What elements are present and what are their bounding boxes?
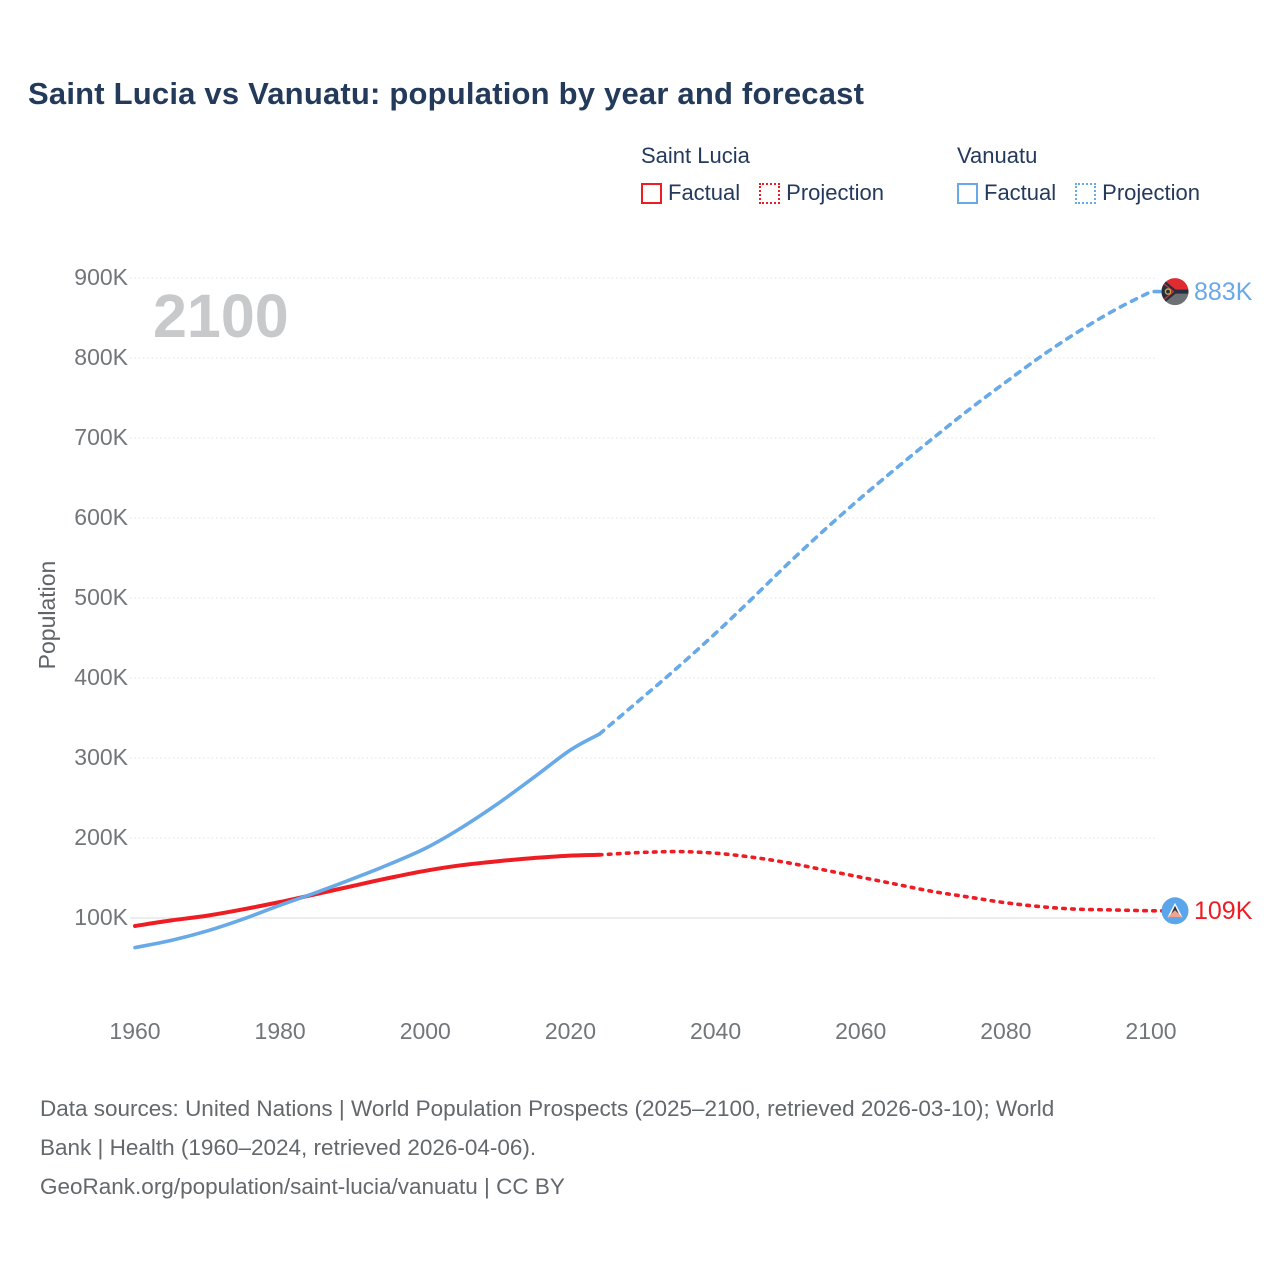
legend-item-label: Projection [1102, 180, 1200, 205]
y-tick-label: 700K [74, 424, 128, 450]
legend-row: Factual Projection [957, 180, 1200, 206]
x-tick-label: 2080 [980, 1018, 1032, 1044]
data-sources-line-2: Bank | Health (1960–2024, retrieved 2026… [40, 1135, 537, 1160]
vanuatu-end-value-label: 883K [1194, 278, 1253, 306]
dashed-line-swatch-icon [1075, 182, 1097, 204]
y-tick-label: 300K [74, 744, 128, 770]
saint-lucia-end-value-label: 109K [1194, 897, 1253, 925]
x-tick-label: 2020 [544, 1018, 596, 1044]
saint-lucia-flag-icon[interactable] [1161, 897, 1189, 925]
y-tick-label: 800K [74, 344, 128, 370]
saint-lucia-projection-line[interactable] [597, 849, 1165, 913]
x-tick-label: 1960 [109, 1018, 161, 1044]
legend-item-label: Factual [668, 180, 741, 205]
saint-lucia-factual-line[interactable] [133, 852, 602, 928]
x-tick-label: 2000 [399, 1018, 451, 1044]
x-tick-label: 1980 [254, 1018, 306, 1044]
vanuatu-flag-icon[interactable] [1161, 278, 1189, 306]
legend-item-label: Factual [984, 180, 1057, 205]
dashed-line-swatch-icon [759, 182, 781, 204]
legend-series-name: Vanuatu [957, 143, 1038, 168]
y-tick-label: 900K [74, 264, 128, 290]
solid-line-swatch-icon [957, 182, 978, 204]
gridlines [130, 277, 1158, 919]
solid-line-swatch-icon [641, 182, 662, 204]
y-tick-label: 500K [74, 584, 128, 610]
footer: Data sources: United Nations | World Pop… [40, 1089, 1240, 1206]
attribution-url: GeoRank.org/population/saint-lucia/vanua… [40, 1174, 565, 1199]
legend-item-saint-lucia-factual: Factual [641, 180, 740, 206]
legend-item-label: Projection [786, 180, 884, 205]
y-tick-label: 200K [74, 824, 128, 850]
x-tick-label: 2040 [689, 1018, 742, 1044]
legend-item-vanuatu-factual: Factual [957, 180, 1056, 206]
legend-item-saint-lucia-projection: Projection [759, 180, 884, 206]
y-tick-label: 100K [74, 904, 128, 930]
legend-series-name: Saint Lucia [641, 143, 750, 168]
legend-group-vanuatu: Vanuatu Factual Projection [957, 143, 1200, 206]
data-sources-line-1: Data sources: United Nations | World Pop… [40, 1096, 1055, 1121]
x-tick-label: 2060 [835, 1018, 887, 1044]
x-tick-label: 2100 [1125, 1018, 1177, 1044]
legend-item-vanuatu-projection: Projection [1075, 180, 1200, 206]
year-watermark: 2100 [153, 282, 289, 350]
vanuatu-factual-line[interactable] [133, 732, 602, 950]
legend-group-saint-lucia: Saint Lucia Factual Projection [641, 143, 884, 206]
vanuatu-projection-line[interactable] [597, 289, 1165, 736]
page-title: Saint Lucia vs Vanuatu: population by ye… [28, 76, 865, 111]
y-tick-label: 600K [74, 504, 128, 530]
legend-row: Factual Projection [641, 180, 884, 206]
y-tick-label: 400K [74, 664, 128, 690]
